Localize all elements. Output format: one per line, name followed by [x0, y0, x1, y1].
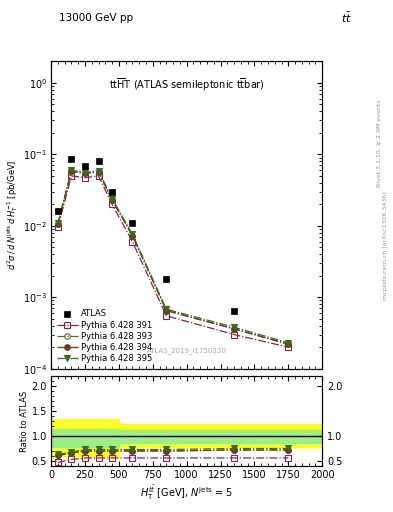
Pythia 6.428 395 [69, 167, 74, 173]
Pythia 6.428 393 [232, 326, 237, 332]
Pythia 6.428 391 [164, 313, 169, 319]
Text: ATLAS_2019_I1750330: ATLAS_2019_I1750330 [147, 347, 227, 354]
X-axis label: $H_{\rm T}^{t\bar{t}}$ [GeV], $N^{\rm jets}$ = 5: $H_{\rm T}^{t\bar{t}}$ [GeV], $N^{\rm je… [140, 484, 233, 502]
Pythia 6.428 391 [69, 173, 74, 179]
Line: Pythia 6.428 394: Pythia 6.428 394 [55, 168, 291, 347]
Pythia 6.428 391 [96, 173, 101, 179]
Pythia 6.428 393 [69, 168, 74, 174]
Line: ATLAS: ATLAS [54, 156, 238, 314]
Text: 13000 GeV pp: 13000 GeV pp [59, 13, 133, 23]
Pythia 6.428 395 [286, 340, 291, 346]
Pythia 6.428 394 [55, 221, 60, 227]
Y-axis label: Ratio to ATLAS: Ratio to ATLAS [20, 391, 29, 452]
ATLAS [130, 220, 135, 226]
Pythia 6.428 394 [164, 308, 169, 314]
Text: tt$\overline{\rm H}$T (ATLAS semileptonic t$\overline{\rm t}$bar): tt$\overline{\rm H}$T (ATLAS semileptoni… [109, 77, 264, 93]
Pythia 6.428 395 [55, 220, 60, 226]
Pythia 6.428 391 [130, 239, 135, 245]
Pythia 6.428 395 [83, 169, 87, 176]
ATLAS [232, 308, 237, 314]
Pythia 6.428 395 [130, 231, 135, 238]
Text: $t\bar{t}$: $t\bar{t}$ [341, 11, 352, 25]
Pythia 6.428 394 [96, 169, 101, 175]
ATLAS [83, 163, 87, 169]
ATLAS [55, 208, 60, 215]
Pythia 6.428 394 [130, 232, 135, 239]
Pythia 6.428 393 [286, 341, 291, 347]
Y-axis label: $d^2\sigma\,/\,d\,N^{\rm jets}\,d\,H_{\rm T}^{-1}$ [pb/GeV]: $d^2\sigma\,/\,d\,N^{\rm jets}\,d\,H_{\r… [5, 160, 20, 270]
Line: Pythia 6.428 395: Pythia 6.428 395 [55, 167, 291, 346]
Pythia 6.428 394 [110, 197, 114, 203]
Pythia 6.428 393 [130, 232, 135, 239]
Pythia 6.428 391 [55, 224, 60, 230]
Pythia 6.428 391 [232, 331, 237, 337]
Pythia 6.428 394 [286, 341, 291, 347]
Pythia 6.428 391 [110, 201, 114, 207]
Pythia 6.428 395 [164, 306, 169, 312]
Pythia 6.428 395 [96, 167, 101, 174]
Pythia 6.428 393 [55, 221, 60, 227]
Pythia 6.428 393 [164, 308, 169, 314]
Pythia 6.428 394 [83, 170, 87, 177]
Legend: ATLAS, Pythia 6.428 391, Pythia 6.428 393, Pythia 6.428 394, Pythia 6.428 395: ATLAS, Pythia 6.428 391, Pythia 6.428 39… [55, 308, 154, 365]
Pythia 6.428 394 [69, 168, 74, 174]
Pythia 6.428 395 [110, 196, 114, 202]
ATLAS [69, 156, 74, 162]
Pythia 6.428 395 [232, 324, 237, 330]
Line: Pythia 6.428 391: Pythia 6.428 391 [55, 173, 291, 350]
Pythia 6.428 393 [96, 169, 101, 175]
Pythia 6.428 393 [83, 170, 87, 177]
Text: mcplots.cern.ch [arXiv:1306.3436]: mcplots.cern.ch [arXiv:1306.3436] [383, 191, 387, 300]
Pythia 6.428 393 [110, 197, 114, 203]
Text: Rivet 3.1.10, ≥ 2.9M events: Rivet 3.1.10, ≥ 2.9M events [377, 99, 382, 187]
Line: Pythia 6.428 393: Pythia 6.428 393 [55, 168, 291, 347]
ATLAS [96, 158, 101, 164]
ATLAS [164, 276, 169, 282]
ATLAS [110, 188, 114, 195]
Pythia 6.428 391 [83, 175, 87, 181]
Pythia 6.428 391 [286, 344, 291, 350]
Pythia 6.428 394 [232, 326, 237, 332]
